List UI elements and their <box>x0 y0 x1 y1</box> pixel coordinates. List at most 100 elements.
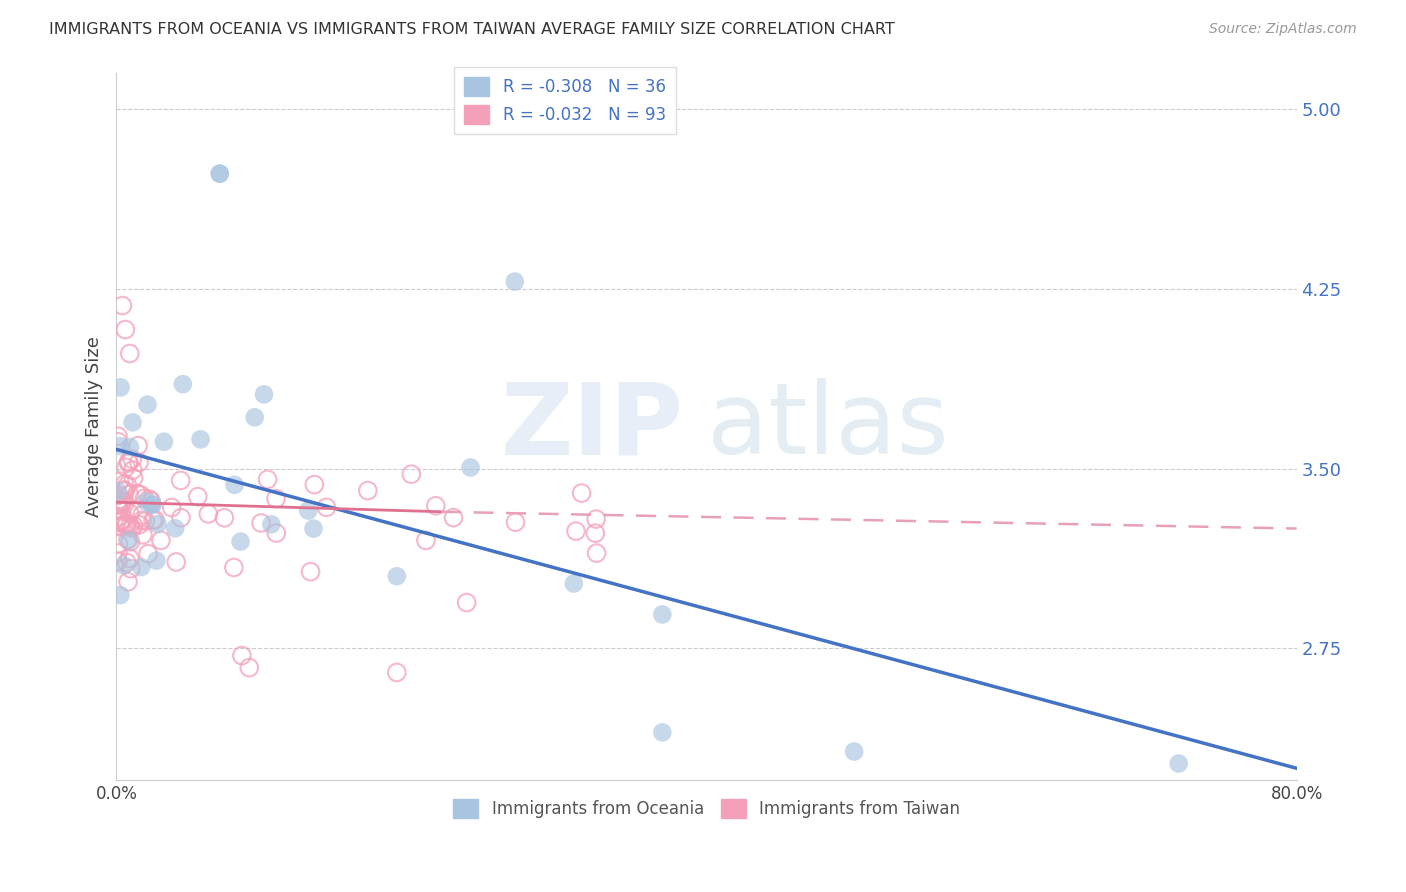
Legend: Immigrants from Oceania, Immigrants from Taiwan: Immigrants from Oceania, Immigrants from… <box>447 792 966 825</box>
Point <box>585 546 607 560</box>
Point <box>118 551 141 566</box>
Point <box>128 455 150 469</box>
Point <box>108 502 131 516</box>
Point <box>117 456 139 470</box>
Point <box>120 519 142 533</box>
Point <box>583 526 606 541</box>
Point <box>121 452 143 467</box>
Point <box>842 745 865 759</box>
Point <box>134 491 156 506</box>
Point <box>503 275 526 289</box>
Point <box>115 517 138 532</box>
Point <box>120 561 142 575</box>
Point <box>107 554 129 568</box>
Point <box>112 558 135 573</box>
Point <box>107 488 129 502</box>
Point <box>145 554 167 568</box>
Point <box>160 500 183 515</box>
Point <box>256 472 278 486</box>
Point <box>297 503 319 517</box>
Point <box>111 494 134 508</box>
Point <box>114 322 136 336</box>
Point <box>315 500 337 515</box>
Point <box>153 434 176 449</box>
Point <box>134 514 156 528</box>
Y-axis label: Average Family Size: Average Family Size <box>86 336 103 517</box>
Point <box>460 460 482 475</box>
Point <box>585 512 607 526</box>
Point <box>651 725 673 739</box>
Point <box>108 474 131 488</box>
Point <box>197 507 219 521</box>
Point <box>117 533 139 547</box>
Point <box>253 387 276 401</box>
Point <box>172 377 194 392</box>
Point <box>111 299 134 313</box>
Point <box>108 439 131 453</box>
Point <box>357 483 380 498</box>
Point <box>146 517 169 532</box>
Point <box>114 483 136 498</box>
Point <box>127 439 149 453</box>
Point <box>118 440 141 454</box>
Point <box>120 534 142 549</box>
Point <box>385 665 408 680</box>
Point <box>107 546 129 560</box>
Point <box>122 471 145 485</box>
Point <box>122 518 145 533</box>
Point <box>107 484 129 499</box>
Point <box>224 478 246 492</box>
Point <box>132 528 155 542</box>
Point <box>571 486 593 500</box>
Point <box>208 167 231 181</box>
Point <box>170 474 193 488</box>
Point <box>118 454 141 468</box>
Point <box>118 346 141 360</box>
Point <box>141 498 163 512</box>
Point <box>264 491 287 506</box>
Point <box>415 533 437 548</box>
Point <box>129 488 152 502</box>
Point <box>1167 756 1189 771</box>
Point <box>165 555 187 569</box>
Point <box>110 514 132 528</box>
Point <box>143 513 166 527</box>
Point <box>231 648 253 663</box>
Point <box>107 502 129 516</box>
Point <box>385 569 408 583</box>
Point <box>107 498 129 512</box>
Point <box>110 498 132 512</box>
Point <box>114 477 136 491</box>
Point <box>142 513 165 527</box>
Point <box>135 495 157 509</box>
Point <box>125 486 148 500</box>
Point <box>136 547 159 561</box>
Point <box>107 429 129 443</box>
Text: ZIP: ZIP <box>501 378 683 475</box>
Point <box>115 556 138 570</box>
Point <box>208 167 231 181</box>
Point <box>190 433 212 447</box>
Point <box>121 416 143 430</box>
Point <box>299 565 322 579</box>
Point <box>250 516 273 530</box>
Point <box>214 510 236 524</box>
Point <box>110 380 132 394</box>
Point <box>112 483 135 497</box>
Point <box>107 537 129 551</box>
Point <box>114 497 136 511</box>
Point <box>115 460 138 475</box>
Point <box>129 560 152 574</box>
Point <box>425 499 447 513</box>
Point <box>131 508 153 523</box>
Point <box>117 574 139 589</box>
Point <box>128 517 150 532</box>
Point <box>118 487 141 501</box>
Point <box>505 515 527 529</box>
Point <box>187 490 209 504</box>
Point <box>112 512 135 526</box>
Point <box>170 510 193 524</box>
Point <box>107 494 129 508</box>
Point <box>222 560 245 574</box>
Point <box>456 596 478 610</box>
